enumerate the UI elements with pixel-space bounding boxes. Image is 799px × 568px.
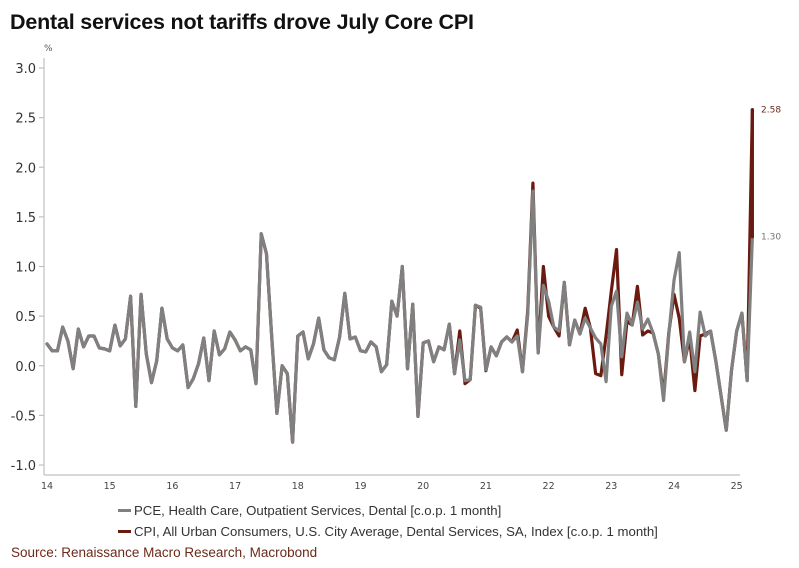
end-label-pce: 1.30 bbox=[761, 233, 781, 243]
legend-label-cpi: CPI, All Urban Consumers, U.S. City Aver… bbox=[134, 524, 658, 539]
y-tick-label: -1.0 bbox=[11, 459, 36, 474]
series-group bbox=[45, 108, 754, 444]
x-tick-label: 23 bbox=[605, 481, 617, 492]
source-note: Source: Renaissance Macro Research, Macr… bbox=[11, 545, 318, 560]
y-tick-label: 3.0 bbox=[15, 62, 36, 77]
x-tick-label: 22 bbox=[543, 481, 555, 492]
legend-label-pce: PCE, Health Care, Outpatient Services, D… bbox=[134, 503, 502, 518]
x-tick-label: 16 bbox=[166, 481, 178, 492]
legend-swatch-pce bbox=[118, 509, 131, 512]
legend-swatch-cpi bbox=[118, 530, 131, 533]
chart-title: Dental services not tariffs drove July C… bbox=[10, 10, 474, 34]
y-ticks: 3.0 2.5 2.0 1.5 1.0 0.5 0.0 -0.5 -1.0 bbox=[11, 62, 44, 474]
x-tick-label: 24 bbox=[668, 481, 680, 492]
x-tick-label: 25 bbox=[731, 481, 743, 492]
legend-item-cpi: CPI, All Urban Consumers, U.S. City Aver… bbox=[118, 521, 658, 542]
y-tick-label: 2.5 bbox=[15, 112, 36, 127]
x-tick-label: 19 bbox=[354, 481, 366, 492]
y-tick-label: -0.5 bbox=[11, 409, 36, 424]
x-tick-label: 21 bbox=[480, 481, 492, 492]
series-line-pce bbox=[45, 189, 754, 444]
y-tick-label: 0.0 bbox=[15, 360, 36, 375]
y-tick-label: 1.5 bbox=[15, 211, 36, 226]
y-axis-label: % bbox=[44, 44, 53, 54]
x-ticks: 14 15 16 17 18 19 20 21 22 23 24 25 bbox=[41, 481, 743, 492]
x-tick-label: 17 bbox=[229, 481, 241, 492]
y-tick-label: 1.0 bbox=[15, 261, 36, 276]
end-label-cpi: 2.58 bbox=[761, 106, 781, 116]
legend: PCE, Health Care, Outpatient Services, D… bbox=[118, 500, 658, 542]
x-tick-label: 15 bbox=[104, 481, 116, 492]
x-tick-label: 20 bbox=[417, 481, 429, 492]
end-labels: 2.58 1.30 bbox=[761, 106, 781, 243]
y-tick-label: 2.0 bbox=[15, 161, 36, 176]
legend-item-pce: PCE, Health Care, Outpatient Services, D… bbox=[118, 500, 658, 521]
series-line-cpi bbox=[45, 108, 754, 444]
x-tick-label: 14 bbox=[41, 481, 53, 492]
x-tick-label: 18 bbox=[292, 481, 304, 492]
y-tick-label: 0.5 bbox=[15, 310, 36, 325]
